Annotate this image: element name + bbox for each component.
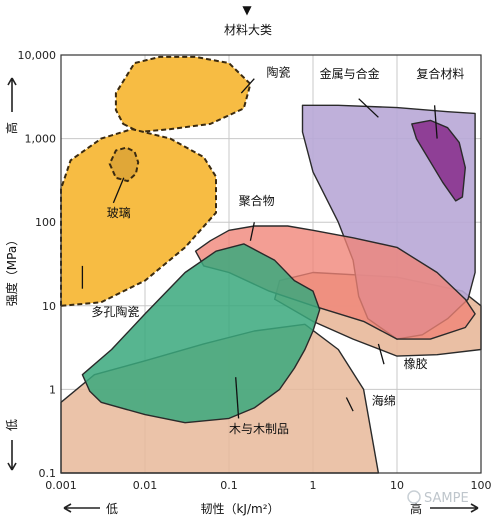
leader-line-0: [240, 78, 255, 94]
watermark-text: SAMPE: [424, 491, 469, 506]
regions: [60, 55, 482, 474]
region-2: [114, 55, 252, 133]
leader-line-4: [249, 222, 255, 241]
x-axis-low-label: 低: [106, 502, 118, 516]
annotation-3: 玻璃: [107, 206, 131, 220]
x-tick-label-0: 0.001: [45, 479, 77, 492]
annotation-7: 海绵: [372, 393, 396, 408]
annotation-6: 橡胶: [404, 356, 428, 371]
plot-frame: [60, 54, 482, 474]
x-arrow-left-icon: [63, 503, 100, 513]
annotation-4: 聚合物: [239, 193, 275, 208]
y-axis-low-label: 低: [5, 419, 19, 431]
y-tick-label-4: 1,000: [25, 133, 57, 146]
y-axis-title-group: 高 强度（MPa） 低: [4, 77, 19, 471]
annotation-2: 复合材料: [416, 66, 464, 81]
x-axis-title-group: 低 韧性（kJ/m²） 高: [63, 501, 479, 516]
region-3: [60, 128, 217, 307]
x-tick-label-2: 0.1: [220, 479, 238, 492]
region-8: [81, 243, 321, 424]
y-arrow-up-icon: [7, 77, 17, 112]
x-tick-label-3: 1: [310, 479, 317, 492]
y-arrow-down-icon: [7, 440, 17, 471]
region-4: [108, 146, 140, 183]
y-tick-label-5: 10,000: [18, 49, 57, 62]
x-arrow-right-icon: [430, 503, 479, 513]
y-axis-title: 强度（MPa）: [4, 234, 19, 306]
x-tick-label-1: 0.01: [133, 479, 158, 492]
x-axis-title: 韧性（kJ/m²）: [200, 502, 279, 516]
chart-title: 材料大类: [224, 23, 272, 37]
x-tick-label-4: 10: [390, 479, 404, 492]
annotation-1: 金属与合金: [320, 66, 380, 81]
y-axis-high-label: 高: [4, 122, 19, 134]
x-ticks: 0.001 0.01 0.1 1 10 100: [45, 479, 491, 492]
y-tick-label-2: 10: [42, 300, 56, 313]
header-marker: ▼: [242, 3, 252, 17]
leaders: [81, 78, 438, 419]
annotation-8: 木与木制品: [229, 422, 289, 436]
y-tick-label-1: 1: [49, 383, 56, 396]
watermark: SAMPE: [407, 490, 469, 506]
leader-line-6: [377, 343, 385, 365]
y-tick-label-0: 0.1: [39, 467, 57, 480]
leader-line-2: [433, 105, 438, 139]
leader-line-1: [358, 98, 379, 118]
annotation-0: 陶瓷: [267, 65, 291, 80]
leader-line-8: [235, 377, 240, 419]
leader-line-7: [345, 397, 354, 412]
watermark-logo-icon: [407, 490, 421, 504]
region-6: [411, 119, 466, 202]
leader-line-3: [112, 177, 125, 204]
y-ticks: 0.1 1 10 100 1,000 10,000: [18, 49, 57, 480]
y-tick-label-3: 100: [35, 216, 56, 229]
annotation-5: 多孔陶瓷: [91, 304, 139, 319]
x-tick-label-5: 100: [471, 479, 492, 492]
x-axis-high-label: 高: [410, 501, 422, 516]
